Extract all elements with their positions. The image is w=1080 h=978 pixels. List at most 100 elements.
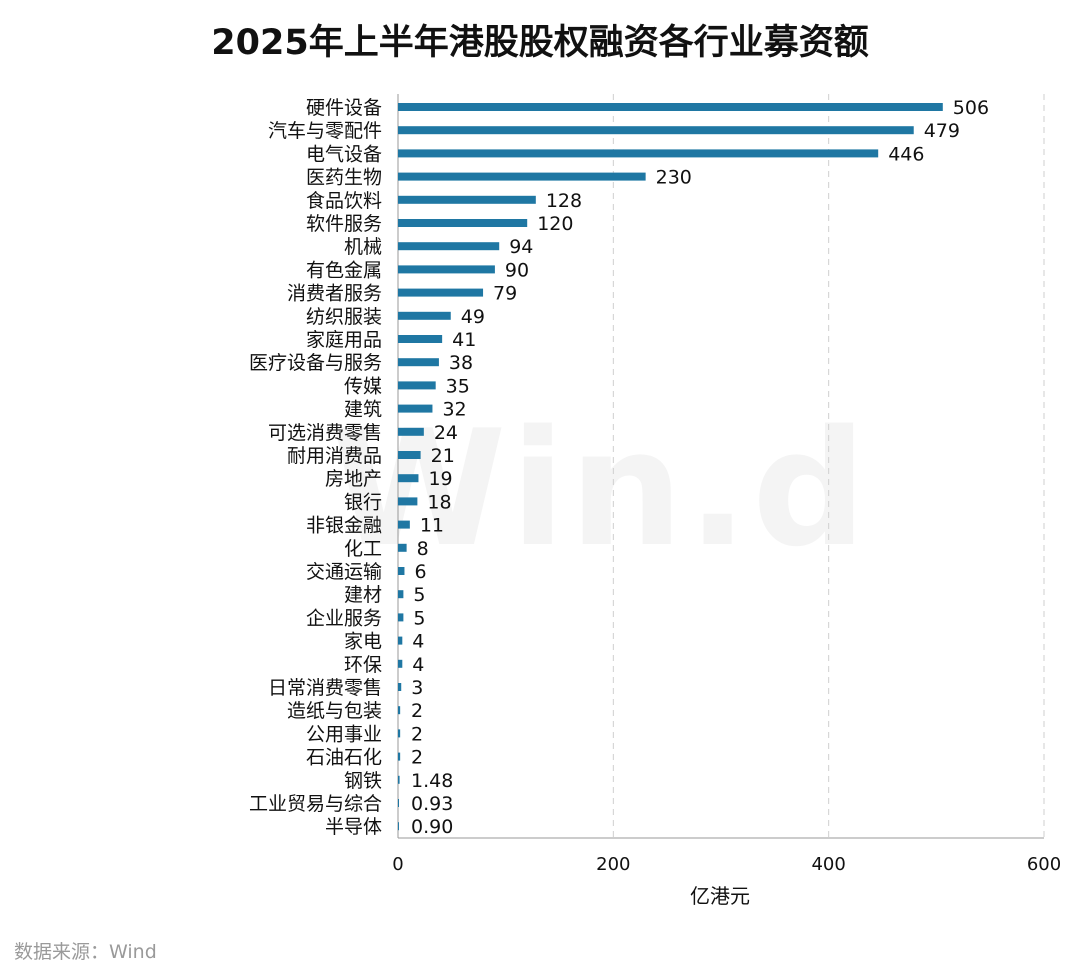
category-label-30: 工业贸易与综合	[249, 793, 382, 815]
value-label-8: 79	[493, 283, 517, 305]
value-label-15: 21	[431, 445, 455, 467]
bar-29	[398, 775, 400, 784]
bar-17	[398, 497, 418, 506]
category-label-1: 汽车与零配件	[268, 120, 382, 142]
value-label-5: 120	[537, 213, 573, 235]
value-label-29: 1.48	[411, 770, 453, 792]
bar-11	[398, 358, 439, 367]
value-label-27: 2	[411, 723, 423, 745]
bar-0	[398, 103, 943, 111]
bar-27	[398, 729, 401, 738]
bar-22	[398, 613, 404, 622]
category-label-22: 企业服务	[306, 607, 382, 629]
x-axis-label: 亿港元	[690, 884, 750, 908]
value-label-31: 0.90	[411, 816, 453, 838]
value-label-6: 94	[509, 236, 533, 258]
bar-3	[398, 172, 646, 181]
category-label-27: 公用事业	[306, 723, 382, 745]
bar-4	[398, 195, 536, 204]
bar-6	[398, 242, 500, 251]
bar-9	[398, 311, 451, 320]
value-label-21: 5	[413, 584, 425, 606]
bar-24	[398, 659, 403, 668]
value-label-3: 230	[656, 167, 692, 189]
category-label-25: 日常消费零售	[268, 677, 382, 699]
bar-26	[398, 706, 401, 715]
value-label-25: 3	[411, 677, 423, 699]
category-label-26: 造纸与包装	[287, 700, 382, 722]
bar-30	[398, 799, 400, 807]
category-label-15: 耐用消费品	[287, 445, 382, 467]
bar-12	[398, 381, 436, 390]
category-label-18: 非银金融	[306, 515, 382, 537]
value-label-1: 479	[924, 120, 960, 142]
category-label-28: 石油石化	[306, 747, 382, 769]
category-label-2: 电气设备	[306, 143, 382, 165]
value-label-24: 4	[412, 654, 424, 676]
value-label-4: 128	[546, 190, 582, 212]
category-label-5: 软件服务	[306, 213, 382, 235]
value-label-19: 8	[417, 538, 429, 560]
category-label-10: 家庭用品	[306, 329, 382, 351]
value-label-13: 32	[442, 399, 466, 421]
category-label-7: 有色金属	[306, 259, 382, 281]
value-label-26: 2	[411, 700, 423, 722]
bar-21	[398, 590, 404, 599]
value-label-2: 446	[888, 143, 924, 165]
bar-16	[398, 474, 419, 483]
source-note: 数据来源：Wind	[14, 941, 157, 963]
bar-7	[398, 265, 495, 274]
category-label-8: 消费者服务	[287, 283, 382, 305]
bar-18	[398, 520, 410, 529]
value-label-22: 5	[413, 607, 425, 629]
bar-1	[398, 126, 914, 135]
bar-10	[398, 335, 443, 343]
category-label-9: 纺织服装	[306, 306, 382, 328]
value-label-20: 6	[414, 561, 426, 583]
category-label-31: 半导体	[325, 816, 382, 838]
bar-8	[398, 288, 484, 297]
bar-28	[398, 752, 401, 761]
watermark: Win.d	[330, 395, 871, 582]
category-label-21: 建材	[344, 584, 382, 606]
value-label-7: 90	[505, 259, 529, 281]
value-label-11: 38	[449, 352, 473, 374]
x-tick-label-400: 400	[811, 854, 845, 875]
category-label-12: 传媒	[344, 375, 382, 397]
category-label-11: 医疗设备与服务	[249, 352, 382, 374]
value-label-30: 0.93	[411, 793, 453, 815]
bar-25	[398, 683, 402, 691]
category-label-14: 可选消费零售	[268, 422, 382, 444]
value-label-14: 24	[434, 422, 458, 444]
category-label-17: 银行	[344, 491, 382, 513]
value-label-0: 506	[953, 97, 989, 119]
value-label-18: 11	[420, 515, 444, 537]
value-label-23: 4	[412, 631, 424, 653]
value-label-17: 18	[427, 491, 451, 513]
category-label-3: 医药生物	[306, 167, 382, 189]
x-tick-label-600: 600	[1027, 854, 1061, 875]
value-label-9: 49	[461, 306, 485, 328]
category-label-20: 交通运输	[306, 561, 382, 583]
value-label-10: 41	[452, 329, 476, 351]
category-label-16: 房地产	[325, 468, 382, 490]
category-label-6: 机械	[344, 236, 382, 258]
category-label-13: 建筑	[344, 399, 382, 421]
bar-13	[398, 404, 433, 413]
bar-14	[398, 427, 424, 436]
bar-5	[398, 219, 528, 227]
category-label-24: 环保	[344, 654, 382, 676]
x-tick-label-0: 0	[392, 854, 403, 875]
bar-2	[398, 149, 879, 158]
category-label-19: 化工	[344, 538, 382, 560]
value-label-16: 19	[428, 468, 452, 490]
value-label-12: 35	[446, 375, 470, 397]
bar-31	[398, 822, 399, 831]
value-label-28: 2	[411, 747, 423, 769]
bar-15	[398, 451, 421, 459]
bar-23	[398, 636, 403, 645]
x-tick-label-200: 200	[596, 854, 630, 875]
chart-title: 2025年上半年港股股权融资各行业募资额	[211, 23, 869, 63]
category-label-4: 食品饮料	[306, 190, 382, 212]
